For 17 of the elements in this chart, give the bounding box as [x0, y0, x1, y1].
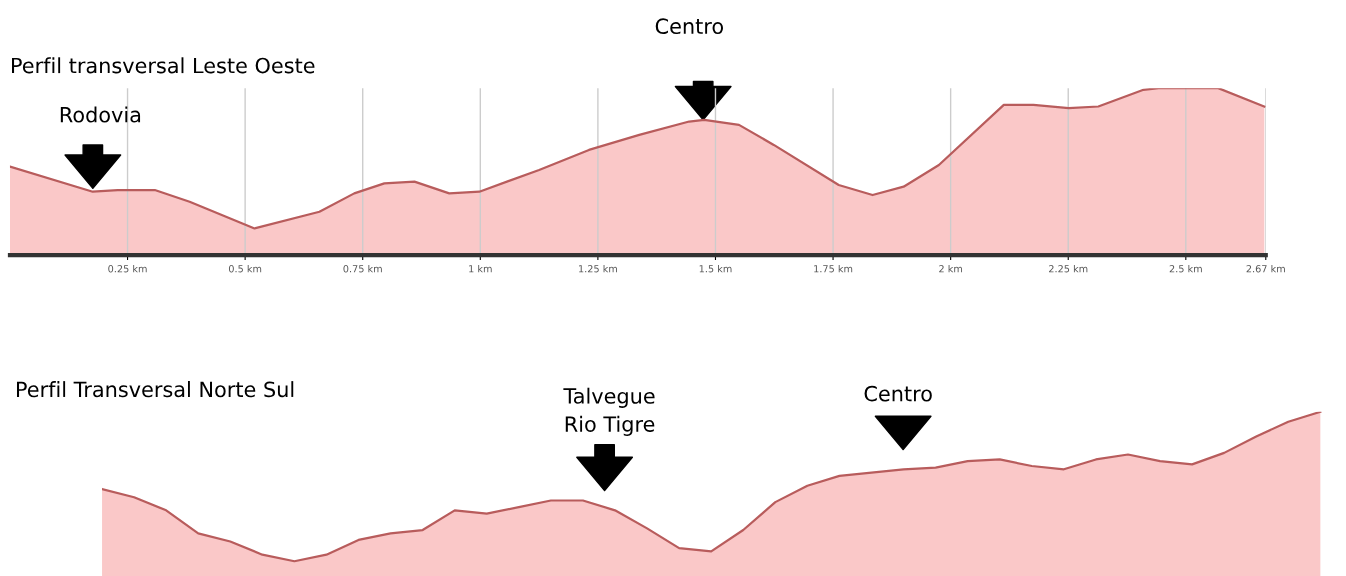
x-tick-label: 2.5 km	[1169, 264, 1202, 273]
x-tick-label: 0.5 km	[228, 264, 262, 273]
x-tick-label: 1.5 km	[699, 264, 732, 273]
text: Centro	[864, 385, 932, 402]
chart-title: Perfil Transversal Norte Sul	[16, 381, 294, 398]
x-tick-label: 1.75 km	[814, 264, 853, 273]
chart-title: Perfil transversal Leste Oeste	[12, 57, 315, 74]
text: Centro	[655, 18, 724, 35]
x-tick-label: 2.67 km	[1246, 264, 1285, 273]
annotation: Rodovia	[60, 106, 141, 123]
x-tick-label: 1 km	[469, 264, 492, 273]
annotation: Talvegue Rio Tigre	[563, 387, 655, 436]
x-tick-label: 0.25 km	[108, 264, 147, 273]
x-tick-label: 0.75 km	[343, 264, 382, 273]
x-tick-label: 2 km	[939, 264, 963, 273]
x-tick-label: 1.25 km	[579, 264, 617, 273]
x-tick-label: 2.25 km	[1049, 264, 1088, 273]
